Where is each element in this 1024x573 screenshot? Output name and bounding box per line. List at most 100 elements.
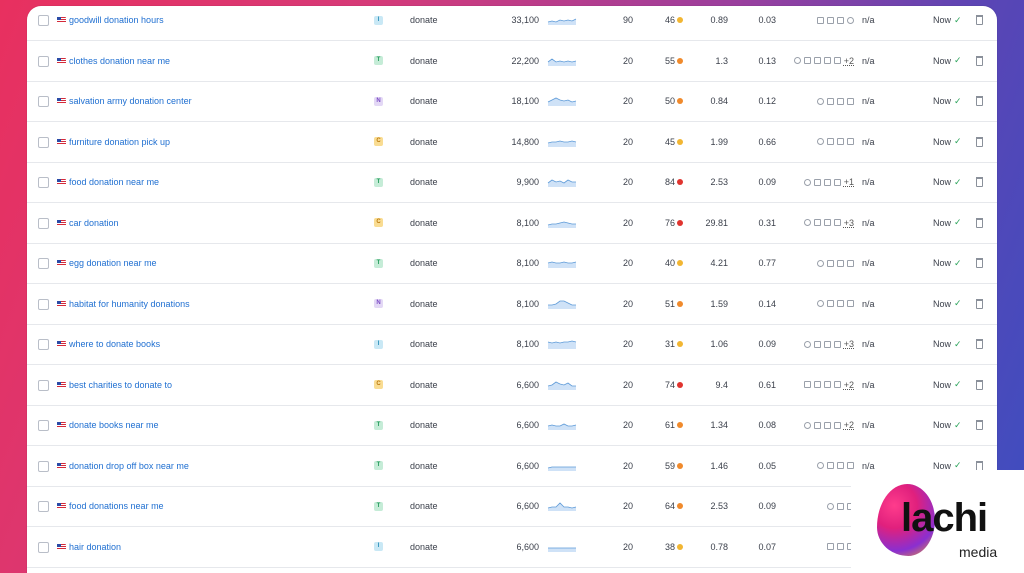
row-checkbox[interactable] [38,541,49,553]
keyword-difficulty: 45 [664,136,675,147]
list-icon [837,138,844,145]
us-flag-icon [57,81,66,121]
us-flag-icon [57,527,66,567]
table-row: food donation near me T donate 9,900 20 … [27,162,997,203]
more-features-link[interactable]: +2 [843,420,854,430]
keyword-link[interactable]: clothes donation near me [69,55,171,66]
delete-icon[interactable] [976,122,983,162]
row-checkbox[interactable] [38,136,49,148]
update-status[interactable]: Now✓ [933,176,962,188]
pin-icon [817,97,824,105]
results-count: 20 [622,379,633,390]
row-checkbox[interactable] [38,420,49,431]
row-checkbox[interactable] [38,379,49,391]
row-checkbox[interactable] [38,460,49,472]
row-checkbox[interactable] [38,298,49,310]
volume: 18,100 [511,96,539,106]
row-checkbox[interactable] [38,339,49,350]
delete-icon[interactable] [976,324,983,364]
row-checkbox[interactable] [38,15,49,26]
row-checkbox[interactable] [38,177,49,188]
update-status[interactable]: Now✓ [933,338,962,350]
keyword-link[interactable]: donate books near me [69,420,159,430]
more-features-link[interactable]: +2 [843,55,854,66]
keyword-link[interactable]: furniture donation pick up [69,136,171,147]
keyword-difficulty: 64 [664,501,675,511]
row-checkbox[interactable] [38,258,49,269]
image-icon [813,421,821,429]
volume: 8,100 [516,339,539,349]
update-status[interactable]: Now✓ [933,95,962,107]
competition: 0.07 [758,541,776,552]
keyword-link[interactable]: food donation near me [69,177,160,187]
update-status[interactable]: Now✓ [933,136,962,147]
difficulty-dot [677,284,683,324]
list-icon [847,138,854,145]
cpc: 0.78 [710,541,728,552]
update-status[interactable]: Now✓ [933,379,962,390]
delete-icon[interactable] [976,243,983,283]
update-status[interactable]: Now✓ [933,257,962,269]
intent-badge: T [374,486,383,526]
keyword-link[interactable]: where to donate books [69,339,161,349]
delete-icon[interactable] [976,6,983,40]
difficulty-dot [677,486,683,526]
keyword-link[interactable]: car donation [69,217,119,228]
update-status[interactable]: Now✓ [933,55,962,66]
delete-icon[interactable] [976,41,983,81]
keyword-link[interactable]: food donations near me [69,501,164,511]
news-icon [847,300,854,307]
competition: 0.14 [758,298,776,309]
trend-sparkline [547,446,577,486]
keyword-link[interactable]: goodwill donation hours [69,15,164,25]
intent-badge: T [374,41,383,81]
update-status[interactable]: Now✓ [933,14,962,26]
more-features-link[interactable]: +3 [843,217,854,228]
competition: 0.09 [758,177,776,187]
check-icon: ✓ [954,298,962,308]
competition: 0.31 [758,217,776,228]
photo-icon [823,178,831,186]
delete-icon[interactable] [976,203,983,243]
volume: 14,800 [511,136,539,147]
update-status[interactable]: Now✓ [933,419,962,431]
list-icon [847,259,854,267]
delete-icon[interactable] [976,81,983,121]
delete-icon[interactable] [976,284,983,324]
update-status[interactable]: Now✓ [933,298,962,309]
link-icon [813,381,821,388]
link-icon [823,421,831,429]
keyword-link[interactable]: hair donation [69,541,122,552]
check-icon: ✓ [954,95,962,106]
check-icon: ✓ [954,257,962,268]
keyword-link[interactable]: egg donation near me [69,258,157,268]
table-row: furniture donation pick up C donate 14,8… [27,122,997,163]
keyword-difficulty: 50 [664,96,675,106]
volume: 6,600 [516,541,539,552]
more-features-link[interactable]: +3 [843,339,854,349]
intent-badge: T [374,405,383,445]
more-features-link[interactable]: +2 [843,379,854,390]
row-checkbox[interactable] [38,55,49,67]
keyword-link[interactable]: salvation army donation center [69,96,192,106]
keyword-link[interactable]: donation drop off box near me [69,460,189,471]
serp-features: +2 [772,365,854,405]
delete-icon[interactable] [976,162,983,202]
cpc: 2.53 [710,177,728,187]
trend-sparkline [547,6,577,40]
table-row: egg donation near me T donate 8,100 20 4… [27,243,997,284]
row-checkbox[interactable] [38,217,49,229]
keyword-link[interactable]: habitat for humanity donations [69,298,190,309]
keyword-label: donate [410,136,438,147]
us-flag-icon [57,243,66,283]
update-status[interactable]: Now✓ [933,460,962,471]
update-status[interactable]: Now✓ [933,217,962,228]
delete-icon[interactable] [976,405,983,445]
row-checkbox[interactable] [38,501,49,512]
row-checkbox[interactable] [38,96,49,107]
keyword-label: donate [410,15,438,25]
keyword-link[interactable]: best charities to donate to [69,379,173,390]
delete-icon[interactable] [976,365,983,405]
serp-features [772,446,854,486]
more-features-link[interactable]: +1 [843,177,854,187]
